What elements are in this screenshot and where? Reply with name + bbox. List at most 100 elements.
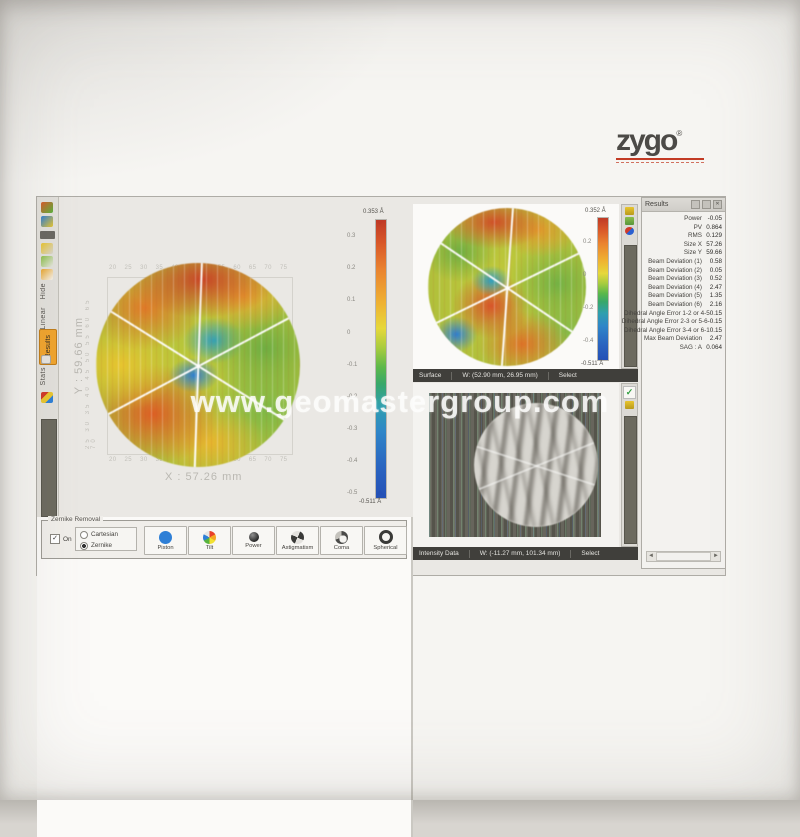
result-row: Power -0.05 [684,215,722,222]
result-row: Dihedral Angle Error 3-4 or 6-1 0.15 [623,326,722,334]
result-row: SAG : A 0.064 [679,343,722,351]
result-row: Size X 57.26 [683,240,722,248]
left-scroll-strip[interactable] [41,419,57,517]
surface-phase-map-small[interactable] [428,208,586,366]
colorbar-max-marker [376,220,384,225]
colorbar-min-label: -0.511 Å [359,499,382,505]
result-row: Beam Deviation (3) 0.52 [648,275,722,283]
colorbar-min-marker [376,490,384,495]
spherical-button[interactable]: Spherical [364,526,407,555]
app-window: Hide Linear Results Stats 20 25 30 35 40… [36,196,726,837]
coma-button[interactable]: Coma [320,526,363,555]
surface-status-select[interactable]: Select [558,372,577,379]
surface-phase-map[interactable] [96,263,300,467]
astigmatism-button[interactable]: Astigmatism [276,526,319,555]
tilt-icon [203,530,216,544]
grid-icon[interactable] [625,217,634,225]
colorbar-tick: 0 [583,272,587,278]
colorbar-tick: -0.4 [583,338,594,344]
toolbar-icon-load[interactable] [41,256,53,267]
colorbar-tick: -0.1 [347,362,358,368]
scroll-right-arrow[interactable]: ► [713,553,719,559]
zygo-logo: zygo® [616,126,706,163]
intensity-scroll-strip[interactable] [624,416,637,544]
colorbar-tick: 0.2 [583,239,592,245]
zernike-panel-title: Zernike Removal [48,516,104,523]
intensity-status-select[interactable]: Select [581,550,600,557]
toolbar-icon-palette[interactable] [41,392,53,403]
logo-tagline-line [616,162,704,163]
intensity-image[interactable] [429,393,601,537]
colorbar-tick: 0.2 [347,265,356,271]
result-row: Beam Deviation (6) 2.16 [648,300,722,308]
scroll-left-arrow[interactable]: ◄ [648,553,654,559]
intensity-status-bar: Intensity Data W: (-11.27 mm, 101.34 mm)… [413,547,638,560]
piston-button[interactable]: Piston [144,526,187,555]
checkbox-icon: ✓ [50,534,60,544]
coma-icon [335,530,348,544]
radio-cartesian[interactable]: Cartesian [80,529,136,540]
divider [570,549,572,558]
result-row: Dihedral Angle Error 2-3 or 5-6 -0.15 [621,318,722,326]
print-icon[interactable] [691,200,700,209]
results-list: Power -0.05 PV 0.864 RMS 0.129 Size X 57.26 … [621,215,722,353]
print-streaks [96,263,300,467]
result-row: Beam Deviation (1) 0.58 [648,257,722,265]
toolbar-icon-map[interactable] [41,216,53,227]
toolbar-icon-masks[interactable] [41,202,53,213]
result-row: Beam Deviation (4) 2.47 [648,283,722,291]
surface-status-bar: Surface W: (52.90 mm, 26.95 mm) Select [413,369,638,382]
colorbar-max-label: 0.353 Å [363,209,384,215]
surface-scroll-strip[interactable] [624,245,637,367]
colorbar-tick: 0.1 [347,297,356,303]
radio-icon [80,530,88,539]
radio-icon-selected [80,541,88,550]
sphere-icon[interactable] [625,227,634,235]
pin-icon[interactable] [702,200,711,209]
colorbar-tick: -0.3 [347,426,358,432]
zernike-on-checkbox[interactable]: ✓ On [50,534,72,544]
surface-view-panel: 0.352 Å -0.511 Å 0.2 0 -0.2 -0.4 [413,204,619,369]
result-row: Beam Deviation (5) 1.35 [648,292,722,300]
watermark: www.geomastergroup.com [190,384,610,419]
tools-icon[interactable] [625,401,634,409]
toolbar-icon-folder[interactable] [41,269,53,280]
print-streaks [428,208,586,366]
result-row: Size Y 59.66 [683,249,722,257]
toolbar-dark-button[interactable] [40,231,55,239]
toolbar-item-stats[interactable]: Stats [40,367,47,386]
results-horizontal-scrollbar[interactable]: ◄ ► [646,551,721,562]
close-icon[interactable]: ✕ [713,200,722,209]
result-row: RMS 0.129 [688,232,722,240]
colorbar-min-label: -0.511 Å [581,361,604,367]
results-header: Results ✕ [642,198,725,212]
camera-icon[interactable] [625,207,634,215]
power-button[interactable]: Power [232,526,275,555]
surface-small-colorbar [597,217,609,361]
surface-colorbar [375,219,387,499]
scroll-thumb[interactable] [656,552,711,561]
surface-map-panel: 20 25 30 35 40 45 50 55 60 65 70 75 20 2… [37,209,413,837]
intensity-panel [413,383,619,547]
intensity-status-title: Intensity Data [419,550,459,557]
toolbar-item-linear[interactable]: Linear [40,307,47,330]
toolbar-item-hide[interactable]: Hide [40,283,47,300]
zernike-mode-group: Cartesian Zernike [75,527,137,551]
logo-rule [616,158,704,160]
colorbar-tick: -0.2 [347,394,358,400]
checkmark-icon[interactable]: ✓ [623,386,636,399]
results-title: Results [645,201,669,208]
colorbar-tick: 0 [347,330,351,336]
x-axis-label: X : 57.26 mm [165,471,243,483]
piston-icon [159,530,172,544]
spherical-icon [378,530,393,544]
radio-zernike[interactable]: Zernike [80,540,136,551]
toolbar-icon-save[interactable] [41,243,53,254]
stats-icon [41,355,51,364]
divider [451,371,453,380]
zernike-removal-panel: Zernike Removal ✓ On Cartesian Zernike P… [41,516,407,559]
tilt-button[interactable]: Tilt [188,526,231,555]
colorbar-tick: 0.3 [347,233,356,239]
zygo-logo-text: zygo [616,124,678,157]
